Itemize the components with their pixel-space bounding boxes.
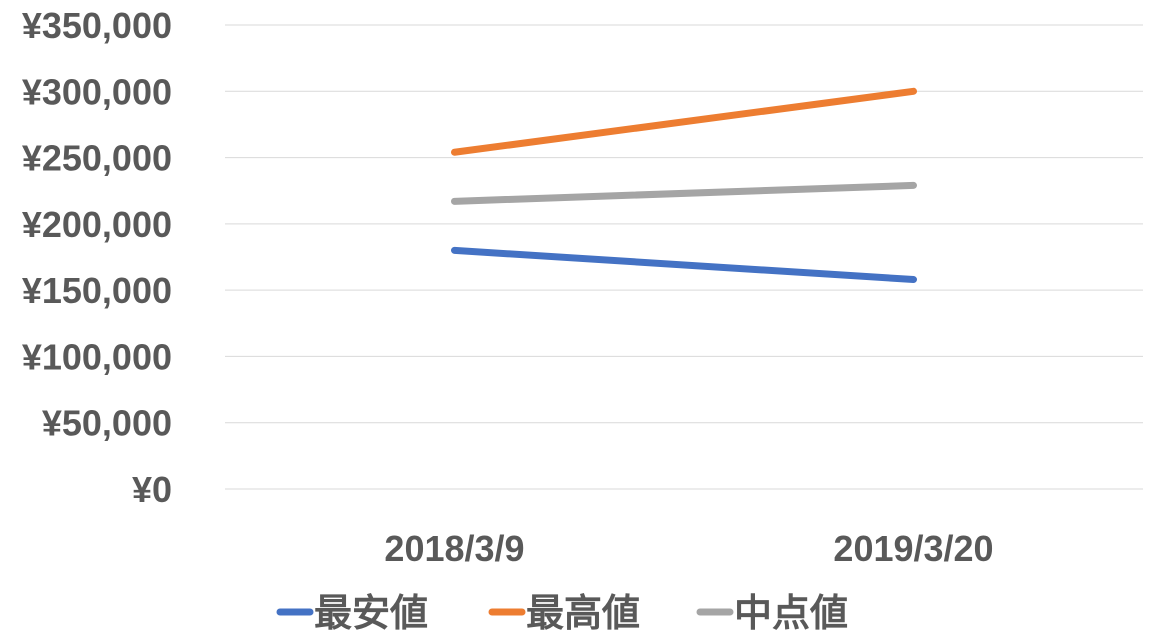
y-tick-label: ¥350,000	[22, 5, 172, 46]
y-tick-label: ¥300,000	[22, 71, 172, 112]
y-tick-label: ¥0	[132, 469, 172, 510]
x-tick-label: 2018/3/9	[384, 528, 524, 569]
gridlines	[225, 24, 1143, 490]
y-tick-label: ¥50,000	[42, 403, 172, 444]
y-tick-label: ¥200,000	[22, 204, 172, 245]
y-tick-label: ¥150,000	[22, 270, 172, 311]
legend-label: 最高値	[526, 591, 640, 635]
series-line	[451, 87, 917, 156]
legend-label: 最安値	[314, 591, 428, 635]
legend: 最安値 最高値 中点値	[276, 591, 848, 635]
legend-label: 中点値	[734, 591, 848, 635]
series-lines	[451, 87, 917, 284]
x-tick-label: 2019/3/20	[833, 528, 993, 569]
series-line	[451, 246, 917, 284]
y-axis-ticks: ¥0 ¥50,000 ¥100,000 ¥150,000 ¥200,000 ¥250,00…	[22, 5, 172, 510]
y-tick-label: ¥250,000	[22, 138, 172, 179]
x-axis-ticks: 2018/3/9 2019/3/20	[384, 528, 993, 569]
series-line	[451, 181, 917, 205]
y-tick-label: ¥100,000	[22, 336, 172, 377]
